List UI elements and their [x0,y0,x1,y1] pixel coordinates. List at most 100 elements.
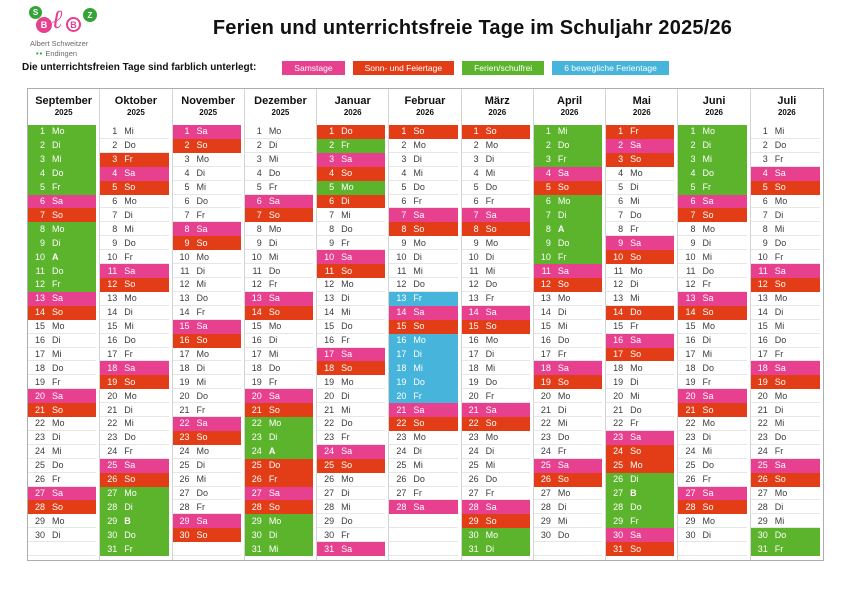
day-number: 12 [34,279,45,290]
day-number: 5 [473,182,479,193]
day-row: 1 Mi [100,125,169,139]
day-weekday: Do [124,140,136,151]
day-weekday: So [702,501,714,512]
day-row: 9 Fr [317,236,386,251]
day-row: 19 Fr [678,375,747,390]
day-row: 7 So [244,208,314,223]
legend-label: Die unterrichtsfreien Tage sind farblich… [22,62,257,73]
day-weekday: So [341,265,353,276]
day-row: 12 Fr [244,278,314,292]
day-row: 4 Sa [533,166,603,181]
day-row: 15 So [461,319,530,334]
day-row: 18 Sa [750,361,820,376]
day-row: 4 Do [244,167,314,181]
day-row: 22 Mi [750,417,820,431]
day-weekday: Di [702,335,711,346]
day-weekday: Fr [341,237,350,248]
month-days: 1 Mo 2 Di 3 Mi 4 Do 5 Fr 6 Sa 7 So 8 Mo 9 Di 10 Mi 11 Do 12 Fr 1… [244,125,316,560]
day-number: 3 [39,154,45,165]
day-number: 18 [107,362,118,373]
day-row: 20 Fr [461,389,530,404]
day-number: 29 [757,515,768,526]
day-weekday: So [630,154,642,165]
day-number: 26 [468,474,479,485]
month-name: Juli [777,95,797,107]
day-row: 21 Fr [172,403,241,418]
day-weekday: Fr [268,474,278,485]
day-weekday: Do [557,335,570,346]
day-row: 8 Do [317,222,386,237]
day-number: 27 [685,488,696,499]
day-weekday: Mi [341,209,351,220]
day-number: 11 [469,265,479,276]
day-number: 27 [396,488,407,499]
day-weekday: Di [702,140,711,151]
day-weekday: So [124,376,136,387]
day-number: 28 [251,501,262,512]
day-number: 27 [540,488,551,499]
day-number: 12 [324,279,335,290]
day-row: 8 So [389,222,458,237]
day-row: 5 So [750,180,820,195]
day-number: 1 [690,126,696,137]
day-row: 23 Di [28,431,97,445]
day-weekday: Di [557,209,567,220]
day-weekday: Sa [702,390,714,401]
day-number: 29 [324,515,335,526]
day-number: 31 [107,543,118,554]
day-number: 30 [34,529,45,540]
day-number: 15 [107,321,118,332]
day-weekday: Di [485,348,495,359]
day-row: 15 Do [317,320,386,334]
day-row: 23 Mo [389,431,458,445]
day-number: 19 [685,376,696,387]
day-row: 26 Mi [172,473,241,487]
day-row: 6 Di [317,194,386,209]
day-number: 31 [324,543,335,554]
day-number: 7 [618,209,624,220]
day-row: 10 Mo [172,250,241,265]
day-number: 26 [757,474,768,485]
day-row: 18 Do [28,361,97,376]
day-number: 3 [690,154,696,165]
day-number: 13 [179,293,190,304]
day-row: 30 Do [100,528,169,543]
day-row: 19 Fr [244,375,314,390]
day-row: 24 Mi [678,445,747,459]
day-number: 23 [107,432,118,443]
day-row: 17 So [606,347,675,362]
day-number: 29 [107,515,118,526]
day-row: 30 Mo [461,528,530,543]
day-row: 5 Fr [28,180,97,195]
day-weekday: Sa [196,418,208,429]
day-weekday: Do [196,293,209,304]
day-number: 9 [690,237,696,248]
day-number: 6 [618,195,624,206]
day-row: 5 Mo [317,180,386,195]
month-year: 2026 [632,108,651,117]
month-header: Oktober 2025 [100,89,171,125]
day-row: 28 So [244,500,314,515]
day-row: 25 Sa [533,458,603,473]
day-weekday: So [630,251,642,262]
day-number: 24 [396,446,407,457]
day-row: 26 So [533,472,603,487]
day-number: 8 [39,223,45,234]
day-weekday: Do [630,404,642,415]
day-row: 5 Do [389,181,458,195]
day-number: 20 [324,390,335,401]
day-number: 7 [762,209,768,220]
day-weekday: So [557,182,569,193]
day-row: 30 So [172,528,241,543]
day-number: 19 [468,376,479,387]
day-number: 14 [107,307,118,318]
day-number: 6 [762,195,768,206]
day-row: 24 Di [461,445,530,459]
day-row: 28 Fr [172,500,241,515]
day-row: 26 So [750,472,820,487]
day-weekday: Mi [702,446,712,457]
day-row: 10 Fr [100,250,169,265]
day-row: 30 Do [750,528,820,543]
day-row: 20 Sa [28,389,97,404]
